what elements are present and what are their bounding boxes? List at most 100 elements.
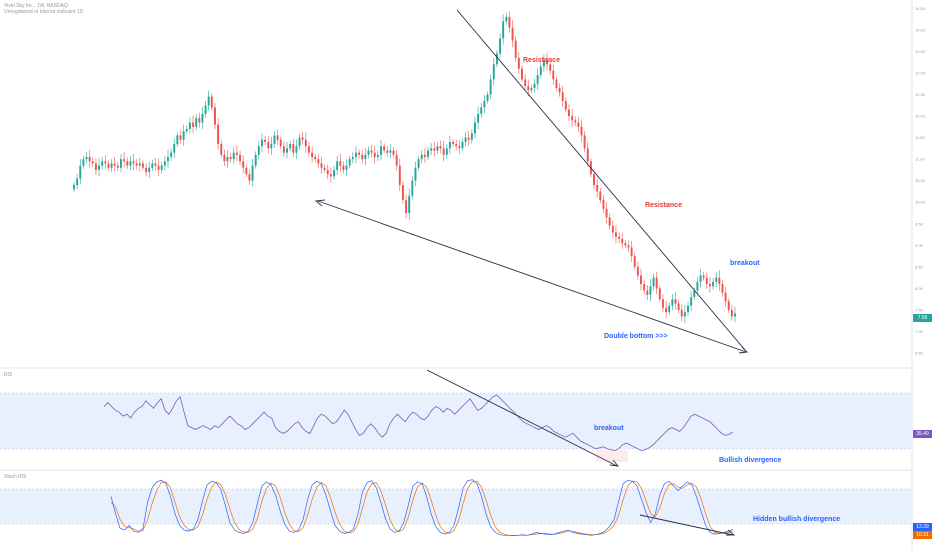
candle — [427, 147, 429, 161]
candle — [486, 91, 489, 104]
candle — [549, 60, 552, 75]
candle — [242, 155, 245, 174]
candle — [596, 178, 599, 198]
candle — [126, 157, 129, 170]
candle — [499, 33, 502, 59]
annotation-hidden-bullish-divergence: Hidden bullish divergence — [753, 516, 840, 523]
candle — [260, 132, 263, 153]
stoch-d-badge: 10.31 — [913, 531, 932, 539]
support-arrowhead-right — [738, 346, 748, 354]
candle — [173, 138, 176, 159]
candle — [354, 146, 357, 163]
y-tick-label: 10.50 — [915, 178, 926, 183]
candle — [113, 156, 116, 172]
candle — [220, 140, 223, 158]
candle — [138, 157, 141, 172]
rsi-series — [103, 394, 734, 452]
candle — [621, 232, 624, 249]
candle — [708, 277, 711, 293]
candle — [521, 65, 523, 83]
candle — [611, 220, 614, 238]
y-tick-label: 12.50 — [915, 92, 926, 97]
candle — [734, 306, 736, 323]
y-tick-label: 11.50 — [915, 135, 925, 140]
candle — [558, 83, 561, 97]
candle — [690, 291, 693, 312]
candle — [411, 176, 414, 200]
y-tick-label: 11.00 — [915, 157, 925, 162]
candle — [204, 100, 207, 118]
candle — [195, 114, 198, 131]
indicator-subline: Unregistered or blurred indicator 1D — [4, 9, 84, 15]
candle — [561, 85, 564, 107]
candle — [448, 135, 451, 154]
candle — [154, 158, 157, 171]
candle — [167, 149, 169, 168]
candle — [718, 270, 721, 291]
candle — [345, 159, 348, 176]
rsi-trendline[interactable] — [426, 369, 618, 467]
candle — [602, 194, 605, 214]
candle — [599, 188, 602, 204]
candle — [160, 161, 163, 174]
y-tick-label: 7.00 — [915, 329, 924, 334]
candle — [571, 109, 574, 127]
candle — [649, 278, 652, 302]
candle — [182, 124, 185, 146]
candle — [323, 164, 326, 174]
candle — [226, 150, 229, 168]
candle — [170, 148, 173, 161]
candle — [514, 36, 517, 62]
rsi-arrowhead — [609, 459, 620, 467]
candle — [505, 13, 508, 25]
candle — [727, 298, 730, 313]
candle — [91, 157, 94, 167]
candle — [267, 136, 270, 154]
candle — [395, 149, 398, 171]
candle — [630, 241, 633, 262]
candle — [311, 146, 314, 163]
candle — [489, 74, 492, 99]
candlestick-series — [73, 11, 736, 324]
candle — [317, 154, 320, 168]
candle — [79, 159, 82, 185]
support-trendline[interactable] — [317, 200, 747, 353]
candle — [539, 62, 542, 79]
candle — [163, 155, 166, 171]
y-tick-label: 10.00 — [915, 200, 926, 205]
candle — [151, 160, 154, 171]
candle — [564, 97, 567, 113]
candle — [98, 158, 101, 177]
candle — [73, 181, 75, 193]
candle — [423, 148, 426, 163]
candle — [702, 272, 705, 281]
candle — [336, 155, 339, 175]
candle — [192, 115, 195, 134]
candle — [583, 131, 586, 153]
candle — [640, 268, 642, 291]
candle — [270, 136, 273, 155]
y-tick-label: 14.00 — [915, 27, 926, 32]
candle — [264, 135, 267, 146]
candle — [339, 153, 342, 173]
annotation-double-bottom: Double bottom >>> — [604, 333, 668, 340]
candle — [370, 144, 373, 158]
candle — [389, 144, 392, 159]
candle — [627, 240, 630, 252]
y-tick-label: 13.00 — [915, 70, 926, 75]
candle — [477, 106, 480, 130]
candle — [530, 84, 533, 94]
candle — [342, 161, 345, 174]
candle — [188, 117, 191, 134]
candle — [214, 102, 216, 129]
candle — [464, 132, 467, 147]
resistance-trendline[interactable] — [456, 9, 746, 351]
candle — [658, 285, 661, 302]
candle — [326, 164, 329, 179]
stoch-trendline[interactable] — [639, 514, 734, 536]
candle — [329, 167, 332, 183]
candle — [239, 150, 242, 166]
candle — [436, 142, 439, 155]
stoch-k-line — [110, 479, 734, 537]
